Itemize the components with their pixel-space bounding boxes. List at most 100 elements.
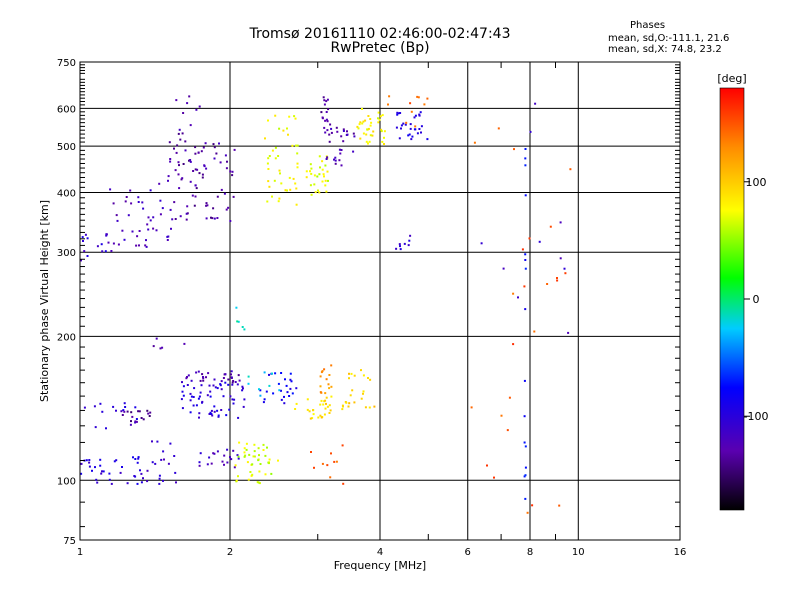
data-point: [417, 96, 420, 99]
data-point: [214, 386, 217, 389]
data-point: [305, 176, 308, 179]
data-point: [160, 458, 163, 461]
data-point: [377, 121, 380, 124]
data-point: [338, 159, 341, 162]
data-point: [295, 387, 298, 390]
data-point: [381, 140, 384, 143]
data-point: [546, 283, 549, 285]
data-point: [96, 481, 99, 484]
data-point: [186, 205, 189, 208]
data-point: [102, 470, 105, 473]
data-point: [377, 111, 380, 114]
data-point: [182, 112, 185, 114]
data-point: [145, 245, 148, 248]
data-point: [109, 188, 112, 191]
data-point: [189, 160, 192, 163]
data-point: [288, 395, 291, 397]
data-point: [198, 172, 201, 175]
data-point: [221, 460, 224, 463]
data-point: [251, 463, 254, 466]
data-point: [201, 176, 204, 179]
data-point: [202, 376, 204, 378]
colorbar-tick-label: 100: [746, 176, 767, 189]
data-point: [247, 382, 250, 385]
data-point: [209, 395, 212, 398]
data-point: [190, 395, 193, 398]
data-point: [280, 182, 283, 185]
data-point: [267, 157, 270, 160]
data-point: [320, 111, 323, 114]
data-point: [517, 296, 519, 299]
data-point: [321, 168, 324, 171]
data-point: [266, 446, 268, 449]
data-point: [322, 96, 325, 99]
data-point: [323, 175, 325, 178]
data-point: [199, 452, 202, 455]
data-point: [272, 392, 275, 395]
data-point: [528, 237, 531, 240]
data-point: [259, 463, 262, 465]
data-point: [181, 381, 183, 384]
data-point: [222, 377, 225, 379]
data-point: [423, 103, 426, 106]
data-point: [115, 214, 118, 217]
data-point: [268, 462, 270, 465]
data-point: [206, 204, 209, 207]
data-point: [320, 371, 323, 374]
data-point: [212, 452, 215, 455]
data-point: [524, 267, 527, 270]
data-point: [367, 142, 369, 145]
data-point: [230, 373, 232, 376]
data-point: [116, 219, 119, 222]
data-point: [310, 193, 313, 196]
data-point: [365, 140, 368, 143]
data-point: [351, 389, 354, 392]
data-point: [400, 124, 403, 127]
data-point: [335, 460, 338, 463]
data-point: [292, 177, 295, 180]
data-point: [262, 443, 265, 446]
data-point: [309, 163, 312, 166]
data-point: [263, 398, 266, 401]
data-point: [470, 406, 473, 409]
data-point: [280, 389, 282, 392]
data-point: [358, 123, 361, 126]
data-point: [174, 471, 177, 474]
data-point: [115, 459, 118, 462]
data-point: [296, 166, 299, 169]
data-point: [180, 178, 183, 181]
data-point: [264, 454, 267, 457]
y-tick-label: 750: [57, 58, 76, 69]
data-point: [175, 151, 178, 154]
data-point: [524, 164, 527, 167]
data-point: [243, 328, 246, 331]
data-point: [257, 458, 260, 461]
y-tick-label: 500: [57, 142, 76, 153]
data-point: [350, 372, 353, 375]
data-point: [146, 480, 149, 483]
data-point: [81, 236, 84, 239]
data-point: [242, 405, 245, 408]
phases-o-stats: mean, sd,O:-111.1, 21.6: [608, 33, 730, 44]
data-point: [194, 195, 197, 198]
data-point: [367, 377, 369, 379]
data-point: [373, 405, 376, 408]
data-point: [326, 120, 329, 123]
data-point: [310, 167, 313, 170]
data-point: [135, 418, 138, 420]
data-point: [134, 421, 137, 424]
data-point: [410, 110, 413, 113]
data-point: [402, 122, 405, 125]
data-point: [526, 511, 529, 514]
data-point: [342, 140, 345, 143]
data-point: [257, 481, 260, 484]
data-point: [230, 458, 233, 461]
data-point: [296, 144, 299, 147]
data-point: [152, 227, 155, 230]
data-point: [186, 102, 189, 105]
data-point: [345, 134, 348, 136]
data-point: [319, 375, 322, 378]
data-point: [112, 242, 115, 245]
data-point: [330, 395, 333, 398]
